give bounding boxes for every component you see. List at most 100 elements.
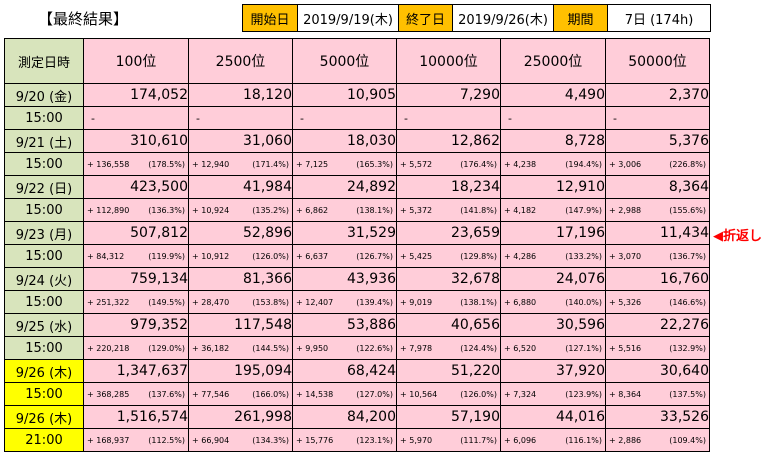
row-time: 15:00 <box>4 336 84 360</box>
delta-percent: (153.8%) <box>252 297 289 307</box>
delta-amount: + 14,538 <box>296 389 334 399</box>
table-row-delta: 15:00 + 220,218 (129.0%) + 36,182 (144.5%) + … <box>4 336 710 360</box>
delta-cell: + 15,776 (123.1%) <box>292 428 397 452</box>
delta-cell: + 3,006 (226.8%) <box>605 152 710 176</box>
delta-amount: + 5,372 <box>400 205 433 215</box>
delta-amount: + 3,070 <box>609 251 642 261</box>
rank-value: 52,896 <box>188 221 293 245</box>
delta-amount: + 5,572 <box>400 159 433 169</box>
delta-cell: + 77,546 (166.0%) <box>188 382 293 406</box>
delta-cell: + 136,558 (178.5%) <box>83 152 189 176</box>
table-row: 9/25 (水) 979,352 117,548 53,886 40,656 30,596… <box>4 313 710 337</box>
rank-value: 11,434 <box>605 221 710 245</box>
row-date: 9/21 (土) <box>4 129 84 153</box>
delta-cell: + 14,538 (127.0%) <box>292 382 397 406</box>
table-row: 9/26 (木) 1,347,637 195,094 68,424 51,220 37,9… <box>4 359 710 383</box>
row-time: 15:00 <box>4 244 84 268</box>
delta-amount: + 9,950 <box>296 343 329 353</box>
delta-amount: + 10,912 <box>192 251 230 261</box>
start-date-label: 開始日 <box>242 4 298 32</box>
delta-amount: - <box>300 111 304 125</box>
delta-cell: + 168,937 (112.5%) <box>83 428 189 452</box>
rank-value: 17,196 <box>500 221 606 245</box>
delta-percent: (119.9%) <box>148 251 185 261</box>
rank-value: 18,234 <box>396 175 501 199</box>
row-time: 21:00 <box>4 428 84 452</box>
delta-cell: - <box>500 106 606 130</box>
delta-amount: - <box>508 111 512 125</box>
rank-value: 18,120 <box>188 83 293 107</box>
delta-amount: + 7,978 <box>400 343 433 353</box>
delta-amount: + 6,637 <box>296 251 329 261</box>
delta-percent: (140.0%) <box>565 297 602 307</box>
rank-value: 10,905 <box>292 83 397 107</box>
delta-amount: + 5,326 <box>609 297 642 307</box>
header-row: 測定日時 100位 2500位 5000位 10000位 25000位 5000… <box>4 38 710 84</box>
delta-cell: - <box>292 106 397 130</box>
delta-amount: + 10,924 <box>192 205 230 215</box>
delta-amount: + 12,940 <box>192 159 230 169</box>
delta-amount: + 5,516 <box>609 343 642 353</box>
rank-value: 8,364 <box>605 175 710 199</box>
delta-percent: (127.0%) <box>356 389 393 399</box>
row-date: 9/26 (木) <box>4 359 84 383</box>
delta-cell: + 368,285 (137.6%) <box>83 382 189 406</box>
delta-cell: - <box>188 106 293 130</box>
delta-cell: + 112,890 (136.3%) <box>83 198 189 222</box>
rank-value: 24,076 <box>500 267 606 291</box>
row-time: 15:00 <box>4 152 84 176</box>
table-row-delta: 15:00- - - - - - <box>4 106 710 130</box>
rank-value: 310,610 <box>83 129 189 153</box>
table-row: 9/26 (木) 1,516,574 261,998 84,200 57,190 44,0… <box>4 405 710 429</box>
delta-percent: (126.7%) <box>356 251 393 261</box>
table-row: 9/24 (火) 759,134 81,366 43,936 32,678 24,076 1… <box>4 267 710 291</box>
rank-value: 16,760 <box>605 267 710 291</box>
delta-cell: + 5,572 (176.4%) <box>396 152 501 176</box>
rank-value: 423,500 <box>83 175 189 199</box>
delta-amount: + 6,880 <box>504 297 537 307</box>
delta-amount: + 7,125 <box>296 159 329 169</box>
delta-amount: + 3,006 <box>609 159 642 169</box>
delta-amount: + 136,558 <box>87 159 130 169</box>
delta-amount: + 4,238 <box>504 159 537 169</box>
delta-percent: (141.8%) <box>460 205 497 215</box>
delta-cell: + 12,407 (139.4%) <box>292 290 397 314</box>
delta-percent: (165.3%) <box>356 159 393 169</box>
rank-value: 81,366 <box>188 267 293 291</box>
end-date-label: 終了日 <box>398 4 453 32</box>
delta-amount: + 5,425 <box>400 251 433 261</box>
delta-percent: (171.4%) <box>252 159 289 169</box>
delta-amount: + 4,286 <box>504 251 537 261</box>
delta-percent: (122.6%) <box>356 343 393 353</box>
delta-amount: + 112,890 <box>87 205 130 215</box>
delta-percent: (123.1%) <box>356 435 393 445</box>
rank-header: 50000位 <box>605 38 710 84</box>
table-row-delta: 15:00 + 136,558 (178.5%) + 12,940 (171.4%) + … <box>4 152 710 176</box>
delta-percent: (135.2%) <box>252 205 289 215</box>
row-date: 9/20 (金) <box>4 83 84 107</box>
delta-cell: + 6,880 (140.0%) <box>500 290 606 314</box>
delta-amount: + 4,182 <box>504 205 537 215</box>
delta-amount: + 77,546 <box>192 389 230 399</box>
rank-value: 117,548 <box>188 313 293 337</box>
rank-value: 261,998 <box>188 405 293 429</box>
row-date: 9/22 (日) <box>4 175 84 199</box>
delta-percent: (137.6%) <box>148 389 185 399</box>
period-value: 7日 (174h) <box>607 4 711 32</box>
rank-value: 37,920 <box>500 359 606 383</box>
rank-header: 100位 <box>83 38 189 84</box>
delta-percent: (194.4%) <box>565 159 602 169</box>
rank-value: 23,659 <box>396 221 501 245</box>
rank-value: 12,910 <box>500 175 606 199</box>
delta-amount: + 6,520 <box>504 343 537 353</box>
delta-percent: (109.4%) <box>669 435 706 445</box>
rank-value: 507,812 <box>83 221 189 245</box>
delta-percent: (138.1%) <box>356 205 393 215</box>
rank-value: 57,190 <box>396 405 501 429</box>
delta-percent: (123.9%) <box>565 389 602 399</box>
delta-amount: + 251,322 <box>87 297 130 307</box>
rank-value: 68,424 <box>292 359 397 383</box>
turnaround-annotation: ◀折返し <box>713 229 762 244</box>
delta-percent: (138.1%) <box>460 297 497 307</box>
delta-percent: (166.0%) <box>252 389 289 399</box>
